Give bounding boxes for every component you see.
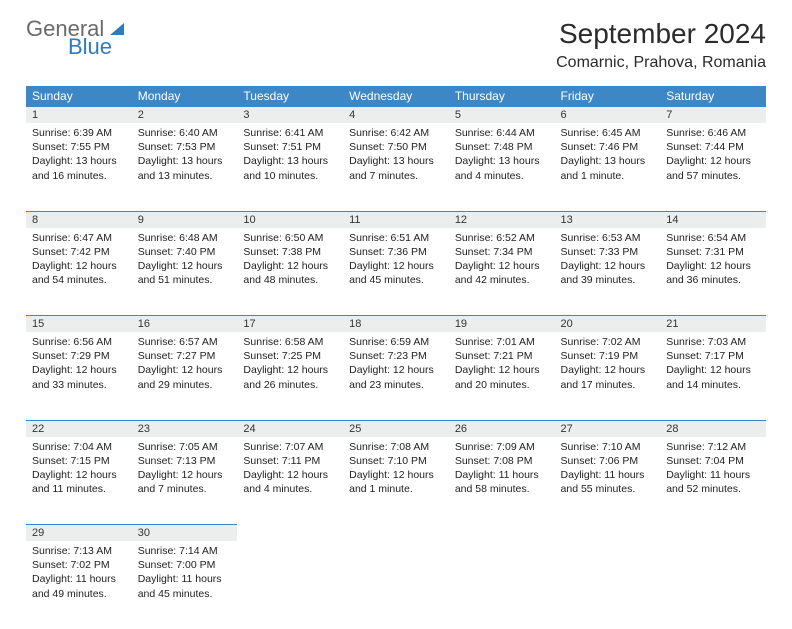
day-number: 23 <box>132 420 238 437</box>
location-text: Comarnic, Prahova, Romania <box>556 54 766 72</box>
day-number-row: 891011121314 <box>26 211 766 228</box>
day-cell: Sunrise: 6:58 AMSunset: 7:25 PMDaylight:… <box>237 332 343 420</box>
day-number-row: 22232425262728 <box>26 420 766 437</box>
empty-cell <box>660 525 766 542</box>
day-cell: Sunrise: 7:03 AMSunset: 7:17 PMDaylight:… <box>660 332 766 420</box>
day-number: 30 <box>132 525 238 542</box>
day-cell: Sunrise: 7:08 AMSunset: 7:10 PMDaylight:… <box>343 437 449 525</box>
day-number: 14 <box>660 211 766 228</box>
day-cell: Sunrise: 7:14 AMSunset: 7:00 PMDaylight:… <box>132 541 238 629</box>
day-number-row: 1234567 <box>26 107 766 124</box>
day-cell: Sunrise: 6:52 AMSunset: 7:34 PMDaylight:… <box>449 228 555 316</box>
day-number: 13 <box>555 211 661 228</box>
weekday-header-row: SundayMondayTuesdayWednesdayThursdayFrid… <box>26 86 766 107</box>
day-number: 10 <box>237 211 343 228</box>
day-number: 19 <box>449 316 555 333</box>
day-cell: Sunrise: 7:05 AMSunset: 7:13 PMDaylight:… <box>132 437 238 525</box>
day-number: 6 <box>555 107 661 124</box>
day-number: 3 <box>237 107 343 124</box>
day-number: 4 <box>343 107 449 124</box>
empty-cell <box>555 525 661 542</box>
logo-sail-icon <box>110 23 124 35</box>
day-cell: Sunrise: 7:10 AMSunset: 7:06 PMDaylight:… <box>555 437 661 525</box>
day-cell: Sunrise: 7:09 AMSunset: 7:08 PMDaylight:… <box>449 437 555 525</box>
logo: General Blue <box>26 18 124 58</box>
day-body-row: Sunrise: 7:13 AMSunset: 7:02 PMDaylight:… <box>26 541 766 629</box>
day-number: 5 <box>449 107 555 124</box>
day-cell: Sunrise: 6:41 AMSunset: 7:51 PMDaylight:… <box>237 123 343 211</box>
day-number: 28 <box>660 420 766 437</box>
day-cell: Sunrise: 7:07 AMSunset: 7:11 PMDaylight:… <box>237 437 343 525</box>
calendar-table: SundayMondayTuesdayWednesdayThursdayFrid… <box>26 86 766 629</box>
day-number: 21 <box>660 316 766 333</box>
day-number: 12 <box>449 211 555 228</box>
day-number: 27 <box>555 420 661 437</box>
day-number: 9 <box>132 211 238 228</box>
day-cell: Sunrise: 7:01 AMSunset: 7:21 PMDaylight:… <box>449 332 555 420</box>
empty-cell <box>343 525 449 542</box>
empty-cell <box>449 541 555 629</box>
day-cell: Sunrise: 6:56 AMSunset: 7:29 PMDaylight:… <box>26 332 132 420</box>
empty-cell <box>343 541 449 629</box>
day-number: 8 <box>26 211 132 228</box>
day-number: 16 <box>132 316 238 333</box>
day-number: 26 <box>449 420 555 437</box>
header: General Blue September 2024 Comarnic, Pr… <box>26 18 766 72</box>
day-body-row: Sunrise: 6:39 AMSunset: 7:55 PMDaylight:… <box>26 123 766 211</box>
day-cell: Sunrise: 7:13 AMSunset: 7:02 PMDaylight:… <box>26 541 132 629</box>
empty-cell <box>555 541 661 629</box>
weekday-header: Sunday <box>26 86 132 107</box>
day-body-row: Sunrise: 7:04 AMSunset: 7:15 PMDaylight:… <box>26 437 766 525</box>
day-cell: Sunrise: 6:54 AMSunset: 7:31 PMDaylight:… <box>660 228 766 316</box>
day-number: 22 <box>26 420 132 437</box>
day-number: 15 <box>26 316 132 333</box>
day-cell: Sunrise: 6:39 AMSunset: 7:55 PMDaylight:… <box>26 123 132 211</box>
day-cell: Sunrise: 6:51 AMSunset: 7:36 PMDaylight:… <box>343 228 449 316</box>
day-cell: Sunrise: 6:44 AMSunset: 7:48 PMDaylight:… <box>449 123 555 211</box>
weekday-header: Friday <box>555 86 661 107</box>
day-number: 7 <box>660 107 766 124</box>
day-number: 20 <box>555 316 661 333</box>
day-cell: Sunrise: 6:40 AMSunset: 7:53 PMDaylight:… <box>132 123 238 211</box>
day-number: 25 <box>343 420 449 437</box>
weekday-header: Tuesday <box>237 86 343 107</box>
day-number-row: 15161718192021 <box>26 316 766 333</box>
day-cell: Sunrise: 6:46 AMSunset: 7:44 PMDaylight:… <box>660 123 766 211</box>
day-number: 18 <box>343 316 449 333</box>
empty-cell <box>237 541 343 629</box>
day-cell: Sunrise: 6:53 AMSunset: 7:33 PMDaylight:… <box>555 228 661 316</box>
day-body-row: Sunrise: 6:56 AMSunset: 7:29 PMDaylight:… <box>26 332 766 420</box>
page-title: September 2024 <box>556 18 766 50</box>
weekday-header: Monday <box>132 86 238 107</box>
day-cell: Sunrise: 6:45 AMSunset: 7:46 PMDaylight:… <box>555 123 661 211</box>
day-cell: Sunrise: 6:50 AMSunset: 7:38 PMDaylight:… <box>237 228 343 316</box>
day-number: 1 <box>26 107 132 124</box>
weekday-header: Thursday <box>449 86 555 107</box>
weekday-header: Wednesday <box>343 86 449 107</box>
day-number-row: 2930 <box>26 525 766 542</box>
day-cell: Sunrise: 6:47 AMSunset: 7:42 PMDaylight:… <box>26 228 132 316</box>
day-number: 24 <box>237 420 343 437</box>
day-cell: Sunrise: 6:57 AMSunset: 7:27 PMDaylight:… <box>132 332 238 420</box>
day-body-row: Sunrise: 6:47 AMSunset: 7:42 PMDaylight:… <box>26 228 766 316</box>
day-number: 11 <box>343 211 449 228</box>
weekday-header: Saturday <box>660 86 766 107</box>
day-number: 2 <box>132 107 238 124</box>
logo-text-blue: Blue <box>68 36 124 58</box>
day-cell: Sunrise: 7:04 AMSunset: 7:15 PMDaylight:… <box>26 437 132 525</box>
day-cell: Sunrise: 7:02 AMSunset: 7:19 PMDaylight:… <box>555 332 661 420</box>
title-block: September 2024 Comarnic, Prahova, Romani… <box>556 18 766 72</box>
day-cell: Sunrise: 6:42 AMSunset: 7:50 PMDaylight:… <box>343 123 449 211</box>
day-cell: Sunrise: 6:48 AMSunset: 7:40 PMDaylight:… <box>132 228 238 316</box>
day-cell: Sunrise: 7:12 AMSunset: 7:04 PMDaylight:… <box>660 437 766 525</box>
day-number: 17 <box>237 316 343 333</box>
day-cell: Sunrise: 6:59 AMSunset: 7:23 PMDaylight:… <box>343 332 449 420</box>
empty-cell <box>449 525 555 542</box>
empty-cell <box>660 541 766 629</box>
empty-cell <box>237 525 343 542</box>
calendar-body: 1234567Sunrise: 6:39 AMSunset: 7:55 PMDa… <box>26 107 766 629</box>
day-number: 29 <box>26 525 132 542</box>
